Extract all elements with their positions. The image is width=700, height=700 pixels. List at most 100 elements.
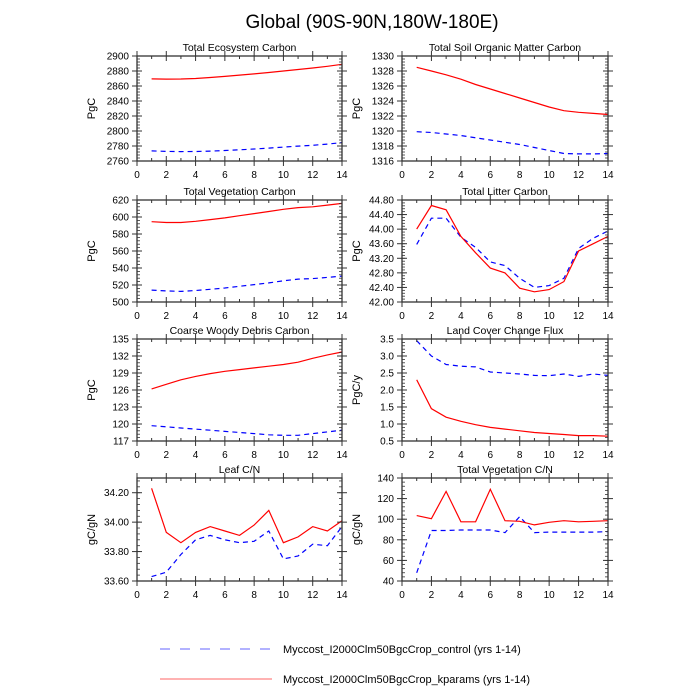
y-tick-label: 126 — [112, 386, 129, 397]
x-tick-label: 4 — [193, 311, 199, 322]
series-line-kparams — [151, 351, 343, 390]
y-tick-label: 132 — [112, 352, 129, 363]
y-tick-label: 2760 — [107, 157, 130, 168]
x-tick-label: 10 — [278, 170, 290, 181]
y-tick-label: 3.0 — [380, 352, 394, 363]
panel-title: Total Ecosystem Carbon — [183, 42, 297, 54]
y-tick-label: 2840 — [107, 97, 130, 108]
y-tick-label: 34.20 — [104, 488, 129, 499]
x-tick-label: 10 — [278, 590, 290, 601]
x-tick-label: 6 — [488, 450, 494, 461]
figure-title: Global (90S-90N,180W-180E) — [245, 12, 498, 33]
x-tick-label: 8 — [251, 450, 257, 461]
series-line-control — [416, 515, 609, 573]
y-tick-label: 1326 — [372, 82, 395, 93]
panel-total-litter-carbon: Total Litter Carbon PgC 0 2 4 6 8 10 12 14 42.00 42… — [351, 186, 614, 322]
series-line-kparams — [416, 379, 609, 437]
y-tick-label: 580 — [112, 230, 129, 241]
y-tick-label: 42.80 — [369, 268, 394, 279]
y-axis-label: gC/gN — [351, 514, 363, 545]
y-tick-label: 2800 — [107, 127, 130, 138]
legend-label-kparams: Myccost_I2000Clm50BgcCrop_kparams (yrs 1… — [283, 674, 530, 686]
x-tick-label: 10 — [544, 590, 556, 601]
y-tick-label: 42.40 — [369, 283, 394, 294]
y-tick-label: 42.00 — [369, 298, 394, 309]
x-tick-label: 12 — [307, 450, 319, 461]
series-line-kparams — [416, 487, 609, 526]
panel-total-vegetation-carbon: Total Vegetation Carbon PgC 0 2 4 6 8 10 12 14 500… — [86, 186, 348, 322]
x-tick-label: 0 — [399, 311, 405, 322]
x-tick-label: 8 — [517, 170, 523, 181]
panel-title: Total Soil Organic Matter Carbon — [429, 42, 581, 54]
x-tick-label: 4 — [458, 170, 464, 181]
y-tick-label: 135 — [112, 335, 129, 346]
y-tick-label: 3.5 — [380, 335, 394, 346]
x-tick-label: 12 — [573, 311, 585, 322]
x-tick-label: 4 — [458, 590, 464, 601]
x-tick-label: 4 — [458, 450, 464, 461]
x-tick-label: 14 — [602, 170, 614, 181]
y-axis-label: PgC — [86, 240, 98, 261]
y-tick-label: 1322 — [372, 112, 395, 123]
series-line-kparams — [416, 66, 609, 116]
x-tick-label: 10 — [278, 450, 290, 461]
x-tick-label: 2 — [164, 170, 170, 181]
y-tick-label: 44.80 — [369, 196, 394, 207]
x-tick-label: 12 — [573, 450, 585, 461]
series-line-kparams — [151, 488, 343, 544]
x-tick-label: 6 — [488, 311, 494, 322]
x-tick-label: 2 — [164, 311, 170, 322]
y-tick-label: 33.60 — [104, 577, 129, 588]
x-tick-label: 10 — [544, 170, 556, 181]
x-tick-label: 14 — [602, 590, 614, 601]
x-tick-label: 14 — [602, 450, 614, 461]
y-tick-label: 40 — [383, 577, 395, 588]
y-tick-label: 120 — [112, 420, 129, 431]
x-tick-label: 4 — [193, 170, 199, 181]
y-tick-label: 2900 — [107, 52, 130, 63]
x-tick-label: 14 — [336, 450, 348, 461]
x-tick-label: 2 — [164, 450, 170, 461]
x-tick-label: 0 — [134, 450, 140, 461]
series-line-control — [151, 275, 343, 293]
y-tick-label: 1320 — [372, 127, 395, 138]
panel-total-soil-organic-matter-carbon: Total Soil Organic Matter Carbon PgC 0 2 4 6 8… — [351, 42, 614, 181]
y-axis-label: PgC/y — [351, 375, 363, 405]
y-tick-label: 1328 — [372, 67, 395, 78]
y-tick-label: 1318 — [372, 142, 395, 153]
x-tick-label: 14 — [336, 170, 348, 181]
panel-title: Total Vegetation Carbon — [183, 186, 295, 198]
x-tick-label: 8 — [251, 311, 257, 322]
series-line-kparams — [416, 204, 609, 293]
y-tick-label: 500 — [112, 298, 129, 309]
x-tick-label: 6 — [222, 590, 228, 601]
y-tick-label: 123 — [112, 403, 129, 414]
x-tick-label: 2 — [429, 311, 435, 322]
y-tick-label: 520 — [112, 281, 129, 292]
y-tick-label: 33.80 — [104, 547, 129, 558]
x-tick-label: 14 — [336, 590, 348, 601]
x-tick-label: 6 — [488, 590, 494, 601]
panel-land-cover-change-flux: Land Cover Change Flux PgC/y 0 2 4 6 8 10 12 14 0.… — [351, 325, 614, 461]
panel-coarse-woody-debris-carbon: Coarse Woody Debris Carbon PgC 0 2 4 6 8 10 12 14… — [86, 325, 348, 461]
y-tick-label: 600 — [112, 213, 129, 224]
x-tick-label: 12 — [573, 590, 585, 601]
x-tick-label: 12 — [307, 311, 319, 322]
y-tick-label: 2880 — [107, 67, 130, 78]
x-tick-label: 14 — [336, 311, 348, 322]
y-tick-label: 2860 — [107, 82, 130, 93]
y-tick-label: 80 — [383, 535, 395, 546]
x-tick-label: 6 — [222, 170, 228, 181]
series-line-control — [151, 425, 343, 436]
x-tick-label: 12 — [307, 590, 319, 601]
series-line-control — [416, 217, 609, 289]
y-tick-label: 43.60 — [369, 239, 394, 250]
panel-title: Total Vegetation C/N — [457, 464, 553, 476]
x-tick-label: 10 — [544, 311, 556, 322]
y-tick-label: 2780 — [107, 142, 130, 153]
x-tick-label: 2 — [429, 170, 435, 181]
x-tick-label: 2 — [429, 590, 435, 601]
y-tick-label: 2.0 — [380, 386, 394, 397]
